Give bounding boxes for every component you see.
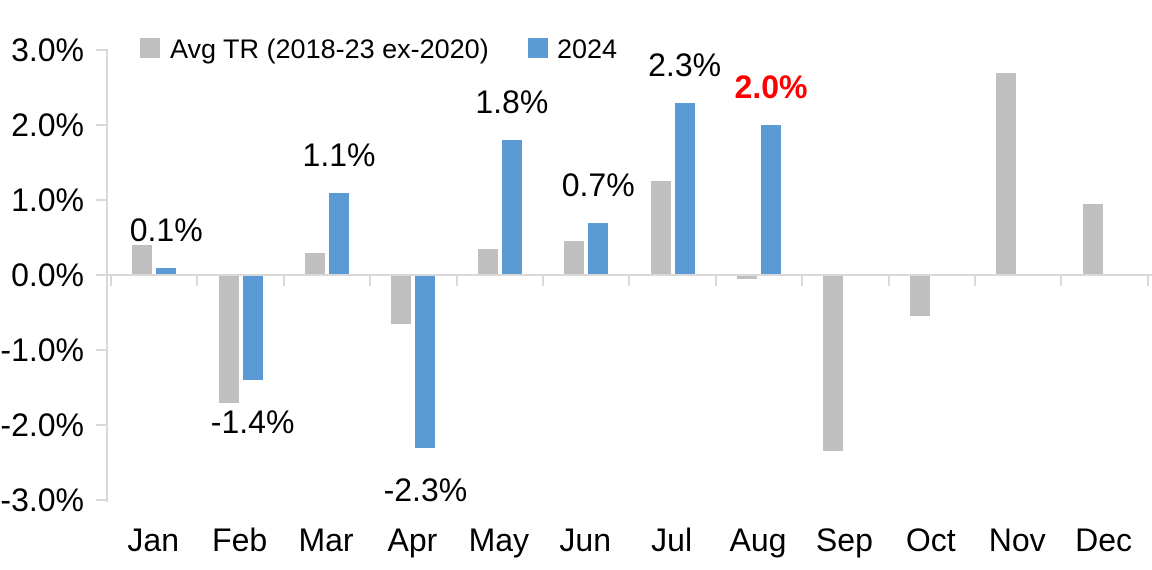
bar-avg-oct [909,275,930,317]
x-axis-tick-mark [282,276,285,286]
x-axis-label-may: May [468,522,530,558]
bar-2024-apr [415,275,436,448]
data-label-2024-jul: 2.3% [648,46,722,83]
x-axis-label-jan: Jan [127,522,179,558]
y-axis-tick-mark [96,124,106,126]
bar-avg-feb [218,275,239,403]
data-label-2024-jun: 0.7% [561,166,635,203]
x-axis-label-feb: Feb [212,522,268,558]
x-axis-label-jun: Jun [559,522,611,558]
x-axis-label-oct: Oct [905,522,956,558]
data-label-2024-jan: 0.1% [129,211,203,248]
bar-2024-mar [329,192,349,275]
y-axis-tick-mark [96,49,106,51]
bar-2024-jan [156,267,177,275]
x-axis-label-jul: Jul [651,522,693,558]
x-axis-tick-mark [110,276,112,286]
bar-2024-aug [761,125,781,275]
x-axis-tick-mark [801,276,804,286]
x-axis-label-sep: Sep [815,522,873,558]
y-axis-tick-label: -1.0% [0,332,84,368]
legend-label-2024: 2024 [557,34,618,64]
y-axis-tick-mark [96,499,106,501]
y-axis-tick-label: 2.0% [11,107,84,143]
y-axis-tick-label: 0.0% [11,257,84,293]
x-axis-tick-mark [887,276,890,286]
y-axis-tick-label: -3.0% [0,482,84,518]
bar-avg-mar [305,252,325,275]
y-axis-tick-label: -2.0% [0,407,84,443]
y-axis-tick-mark [96,349,106,351]
x-axis-label-nov: Nov [988,522,1046,558]
data-label-2024-aug: 2.0% [734,69,808,105]
y-axis-tick-mark [96,199,106,201]
x-axis-label-aug: Aug [729,522,787,558]
bar-avg-jul [650,181,671,275]
data-label-2024-feb: -1.4% [210,404,295,440]
x-axis-label-mar: Mar [298,522,354,558]
bar-2024-may [501,140,522,275]
y-axis-tick-mark [96,274,106,276]
data-label-2024-may: 1.8% [475,84,549,120]
bar-avg-sep [823,275,844,452]
x-axis-tick-mark [1146,276,1149,286]
bar-avg-may [477,248,498,275]
x-axis-tick-mark [196,276,199,286]
data-label-2024-mar: 1.1% [302,136,376,173]
x-axis-tick-mark [714,276,717,286]
bar-2024-jul [674,102,695,275]
legend-label-avg-tr: Avg TR (2018-23 ex-2020) [170,34,489,64]
bar-2024-jun [588,222,609,275]
x-axis-label-apr: Apr [387,522,438,558]
x-axis-tick-mark [974,276,976,286]
bar-avg-nov [996,72,1017,275]
x-axis-tick-mark [455,276,458,286]
bar-2024-feb [242,275,263,380]
legend-swatch-avg-tr [140,38,160,58]
x-axis-label-dec: Dec [1075,522,1133,558]
bar-avg-apr [391,275,412,324]
bar-avg-jun [564,241,585,275]
x-axis-zero-line [106,274,1152,276]
x-axis-tick-mark [628,276,631,286]
y-axis-tick-label: 3.0% [11,32,84,68]
y-axis-tick-mark [96,424,106,426]
bar-avg-dec [1082,203,1103,275]
x-axis-tick-mark [369,276,372,286]
bar-avg-jan [132,245,153,275]
legend-swatch-2024 [528,38,548,58]
y-axis-tick-label: 1.0% [11,182,84,218]
bar-avg-aug [737,275,757,279]
data-label-2024-apr: -2.3% [383,471,468,508]
x-axis-tick-mark [542,276,544,286]
x-axis-tick-mark [1060,276,1063,286]
